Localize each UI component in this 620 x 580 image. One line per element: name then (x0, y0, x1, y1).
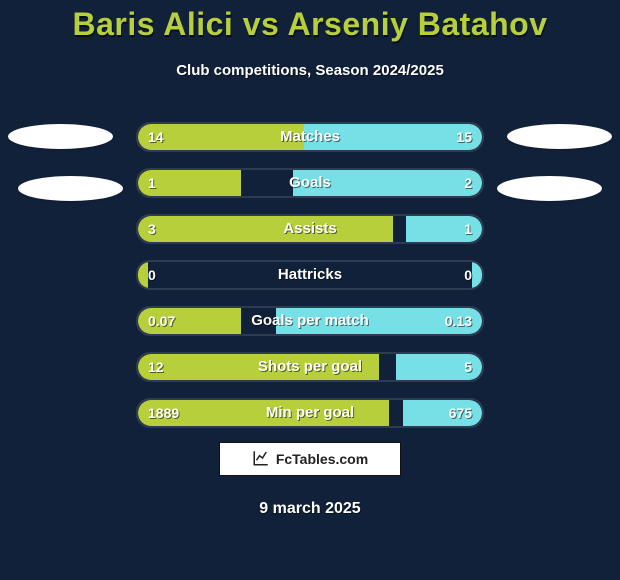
stat-rows: 14 Matches 15 1 Goals 2 3 Assists 1 0 Ha… (136, 122, 484, 444)
stat-label: Hattricks (138, 262, 482, 288)
stat-value-p2: 1 (464, 216, 472, 242)
stat-value-p2: 5 (464, 354, 472, 380)
stat-label: Shots per goal (138, 354, 482, 380)
footer-date: 9 march 2025 (0, 500, 620, 518)
stat-value-p2: 15 (456, 124, 472, 150)
stat-row: 0 Hattricks 0 (136, 260, 484, 290)
stat-value-p2: 675 (449, 400, 472, 426)
stat-label: Goals per match (138, 308, 482, 334)
player1-avatar-placeholder (18, 176, 123, 201)
stat-row: 3 Assists 1 (136, 214, 484, 244)
player2-avatar-placeholder (507, 124, 612, 149)
stat-value-p2: 0.13 (445, 308, 472, 334)
source-label: FcTables.com (276, 451, 368, 467)
comparison-card: Baris Alici vs Arseniy Batahov Club comp… (0, 0, 620, 580)
stat-row: 1 Goals 2 (136, 168, 484, 198)
stat-label: Assists (138, 216, 482, 242)
stat-row: 0.07 Goals per match 0.13 (136, 306, 484, 336)
stat-label: Goals (138, 170, 482, 196)
stat-value-p2: 2 (464, 170, 472, 196)
stat-row: 12 Shots per goal 5 (136, 352, 484, 382)
page-title: Baris Alici vs Arseniy Batahov (0, 6, 620, 43)
chart-icon (252, 449, 270, 470)
stat-label: Min per goal (138, 400, 482, 426)
stat-label: Matches (138, 124, 482, 150)
stat-value-p2: 0 (464, 262, 472, 288)
player1-avatar-placeholder (8, 124, 113, 149)
page-subtitle: Club competitions, Season 2024/2025 (0, 62, 620, 79)
player2-avatar-placeholder (497, 176, 602, 201)
stat-row: 14 Matches 15 (136, 122, 484, 152)
source-badge: FcTables.com (219, 442, 401, 476)
stat-row: 1889 Min per goal 675 (136, 398, 484, 428)
